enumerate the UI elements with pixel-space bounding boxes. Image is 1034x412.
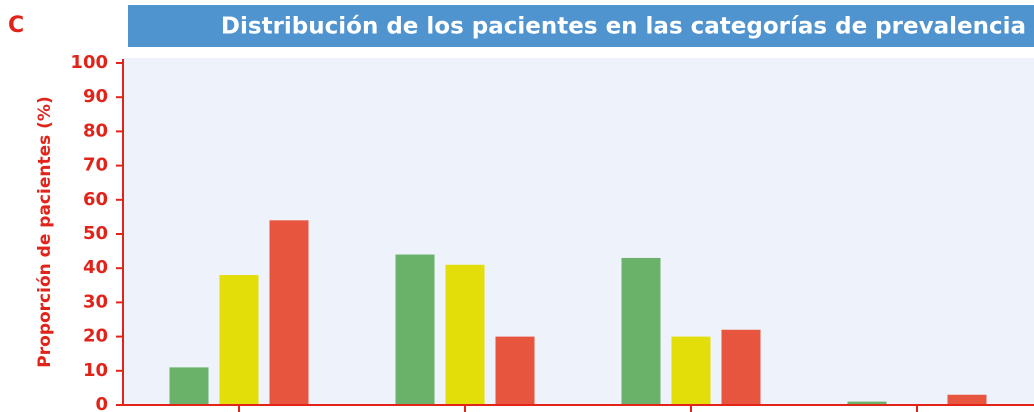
title-banner [128, 5, 1034, 47]
y-tick-label: 50 [83, 223, 108, 244]
y-tick-label: 20 [83, 326, 108, 347]
bar [621, 257, 661, 405]
bar [445, 264, 485, 405]
chart-title: Distribución de los pacientes en las cat… [221, 14, 1026, 40]
plot-background [123, 58, 1034, 405]
bar [847, 401, 887, 405]
y-tick-label: 0 [95, 394, 108, 412]
y-tick-label: 10 [83, 360, 108, 381]
y-tick-label: 90 [83, 86, 108, 107]
bar [219, 275, 259, 405]
bar [947, 394, 987, 405]
bar [721, 329, 761, 405]
panel-label: C [8, 13, 24, 38]
y-axis-label: Proporción de pacientes (%) [35, 96, 55, 367]
bar [395, 254, 435, 405]
bar [495, 336, 535, 405]
y-tick-label: 80 [83, 120, 108, 141]
bar [169, 367, 209, 405]
y-tick-label: 60 [83, 189, 108, 210]
bar [269, 220, 309, 405]
bar [671, 336, 711, 405]
y-tick-label: 30 [83, 291, 108, 312]
y-tick-label: 40 [83, 257, 108, 278]
y-tick-label: 100 [70, 52, 108, 73]
y-tick-label: 70 [83, 155, 108, 176]
